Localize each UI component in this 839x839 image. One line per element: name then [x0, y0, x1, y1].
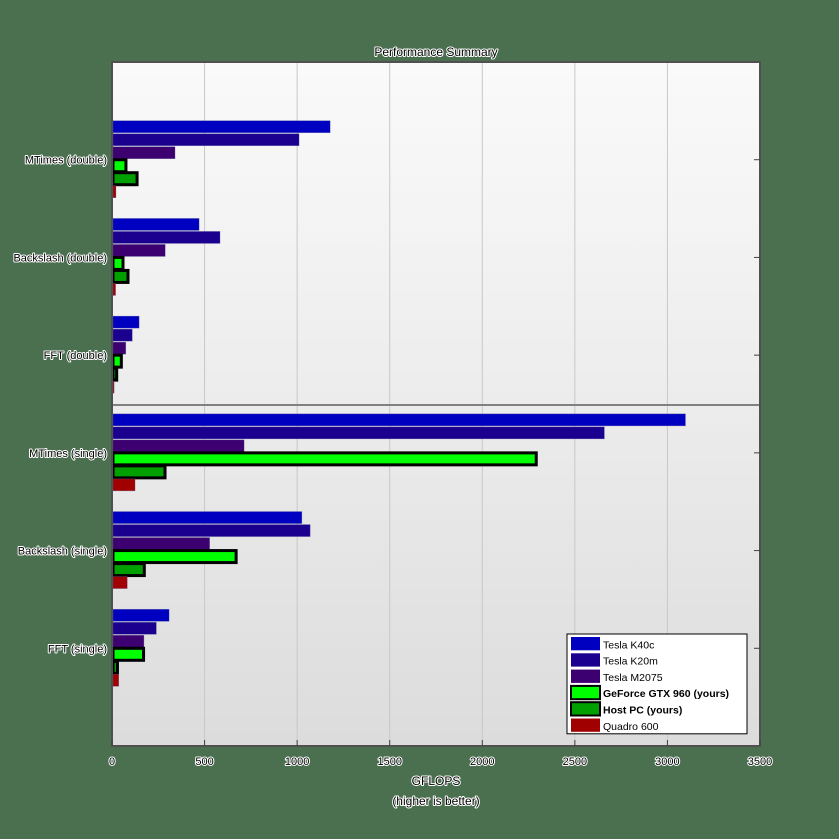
bar — [112, 328, 133, 342]
x-tick-label: 0 — [109, 756, 115, 768]
bar — [111, 464, 167, 480]
bar — [112, 133, 300, 147]
bar — [112, 218, 200, 231]
x-tick-label: 2000 — [470, 756, 494, 768]
x-tick-label: 2500 — [563, 756, 587, 768]
bar — [111, 549, 238, 565]
bar — [112, 673, 120, 687]
x-tick-label: 3500 — [748, 756, 772, 768]
bar — [111, 451, 538, 467]
legend-item: Tesla M2075 — [571, 669, 663, 684]
y-tick-label: MTimes (double) — [25, 155, 107, 167]
bar-group — [111, 218, 221, 296]
bar — [112, 283, 116, 296]
plot-frame — [111, 61, 761, 747]
legend-swatch — [571, 653, 600, 667]
legend-item: GeForce GTX 960 (yours) — [570, 684, 729, 701]
x-tick-label: 1500 — [377, 756, 401, 768]
legend: Tesla K40c Tesla K20m Tesla M2075 GeForce G… — [566, 633, 748, 735]
bar — [112, 146, 176, 160]
bar — [112, 524, 311, 537]
legend-swatch — [571, 637, 600, 651]
x-tick-label: 500 — [195, 756, 213, 768]
x-axis-label: GFLOPS — [412, 774, 461, 788]
bar — [111, 562, 146, 578]
bar — [112, 426, 605, 440]
bar — [112, 608, 170, 622]
y-tick-label: FFT (single) — [48, 643, 107, 655]
bar-group — [111, 413, 686, 492]
chart-title: Performance Summary — [374, 45, 497, 59]
bar — [111, 158, 128, 174]
bar — [112, 413, 686, 427]
legend-label: Tesla K40c — [603, 639, 654, 651]
legend-label: Host PC (yours) — [603, 705, 682, 717]
bar-group — [111, 315, 140, 394]
legend-label: Tesla M2075 — [603, 672, 663, 684]
bar — [112, 244, 166, 257]
bar — [112, 478, 136, 492]
bar-group — [111, 608, 170, 687]
bar — [111, 659, 119, 675]
legend-item: Quadro 600 — [571, 718, 659, 733]
legend-item: Host PC (yours) — [570, 701, 682, 717]
legend-label: Quadro 600 — [603, 721, 659, 733]
bar — [112, 439, 245, 453]
x-axis-sublabel: (higher is better) — [392, 794, 479, 808]
x-tick-label: 3000 — [655, 756, 679, 768]
bar — [112, 576, 128, 589]
x-axis: 0 500 1000 1500 2000 2500 3000 3500 — [108, 740, 773, 769]
bar — [111, 366, 119, 382]
bar — [111, 255, 125, 271]
legend-label: GeForce GTX 960 (yours) — [603, 688, 729, 700]
y-tick-label: Backslash (double) — [13, 252, 107, 264]
bar — [111, 353, 123, 369]
bar — [112, 621, 157, 635]
x-tick-label: 1000 — [285, 756, 309, 768]
bar — [112, 185, 117, 199]
y-tick-label: FFT (double) — [44, 350, 107, 362]
bar — [111, 268, 130, 284]
legend-item: Tesla K40c — [571, 637, 654, 651]
y-axis: MTimes (double) Backslash (double) FFT (do… — [12, 154, 760, 656]
bar — [111, 171, 139, 187]
legend-swatch — [570, 684, 601, 701]
bar — [112, 380, 115, 394]
legend-item: Tesla K20m — [571, 653, 658, 668]
bar — [112, 231, 221, 244]
bar — [112, 315, 140, 329]
bar-group — [111, 511, 311, 589]
legend-box — [566, 633, 748, 735]
legend-label: Tesla K20m — [603, 656, 658, 668]
legend-swatch — [571, 669, 600, 683]
y-tick-label: MTimes (single) — [29, 448, 107, 460]
legend-swatch — [571, 718, 600, 732]
bar — [112, 120, 331, 134]
bar — [112, 634, 145, 648]
y-tick-label: Backslash (single) — [18, 546, 107, 558]
bar — [112, 341, 127, 355]
bar — [112, 511, 303, 524]
bar — [111, 646, 146, 662]
bar — [112, 537, 210, 550]
legend-swatch — [570, 701, 601, 717]
